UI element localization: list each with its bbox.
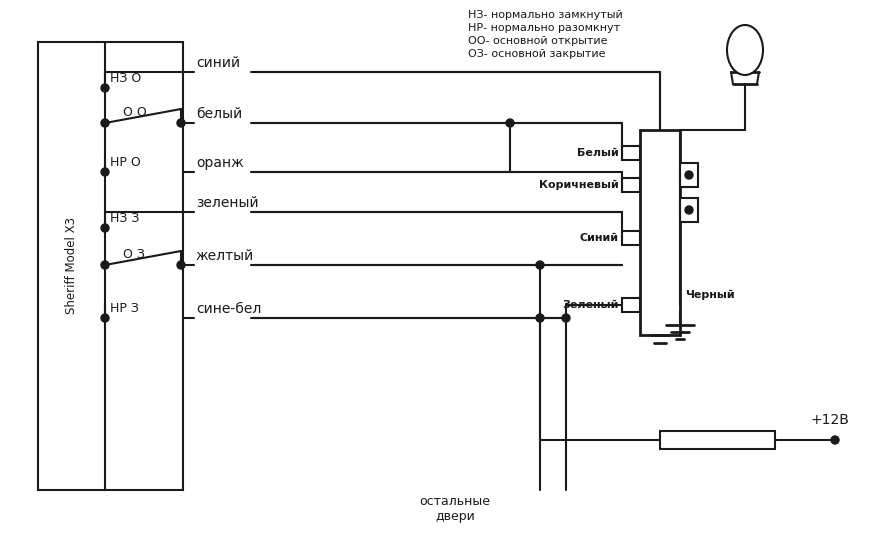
Text: ОО- основной открытие: ОО- основной открытие (468, 36, 607, 46)
Circle shape (101, 119, 109, 127)
Text: О О: О О (123, 107, 147, 119)
Circle shape (101, 261, 109, 269)
Bar (660, 431, 775, 449)
Bar (622, 298, 640, 312)
Text: Белый: Белый (577, 148, 619, 158)
Text: зеленый: зеленый (196, 196, 259, 210)
Circle shape (536, 261, 544, 269)
Text: Коричневый: Коричневый (539, 180, 619, 190)
Text: НЗ О: НЗ О (110, 71, 141, 84)
Circle shape (685, 206, 693, 214)
Circle shape (562, 314, 570, 322)
Circle shape (177, 261, 185, 269)
Circle shape (685, 171, 693, 179)
Text: НР О: НР О (110, 156, 141, 169)
Text: НЗ З: НЗ З (110, 211, 140, 224)
Circle shape (831, 436, 839, 444)
Bar (680, 163, 698, 187)
Text: +12В: +12В (811, 413, 850, 427)
Bar (622, 146, 640, 160)
Bar (38, 42, 183, 490)
Bar (680, 198, 698, 222)
Text: НЗ- нормально замкнутый: НЗ- нормально замкнутый (468, 10, 622, 20)
Text: НР З: НР З (110, 301, 139, 315)
Text: остальные
двери: остальные двери (420, 495, 491, 523)
Text: белый: белый (196, 107, 242, 121)
Text: Синий: Синий (580, 233, 619, 243)
Circle shape (177, 119, 185, 127)
Circle shape (101, 84, 109, 92)
Text: желтый: желтый (196, 249, 255, 263)
Bar (640, 130, 680, 335)
Ellipse shape (727, 25, 763, 75)
Text: ОЗ- основной закрытие: ОЗ- основной закрытие (468, 49, 606, 59)
Circle shape (506, 119, 514, 127)
Text: Черный: Черный (685, 290, 735, 300)
Circle shape (101, 314, 109, 322)
Text: синий: синий (196, 56, 240, 70)
Circle shape (101, 224, 109, 232)
Bar (622, 178, 640, 192)
Circle shape (536, 314, 544, 322)
Text: О З: О З (123, 248, 145, 262)
Bar (622, 231, 640, 245)
Text: НР- нормально разомкнут: НР- нормально разомкнут (468, 23, 620, 33)
Text: оранж: оранж (196, 156, 244, 170)
Text: Зеленый: Зеленый (562, 300, 619, 310)
Text: Sheriff Model X3: Sheriff Model X3 (65, 218, 78, 315)
Text: сине-бел: сине-бел (196, 302, 262, 316)
Circle shape (101, 168, 109, 176)
